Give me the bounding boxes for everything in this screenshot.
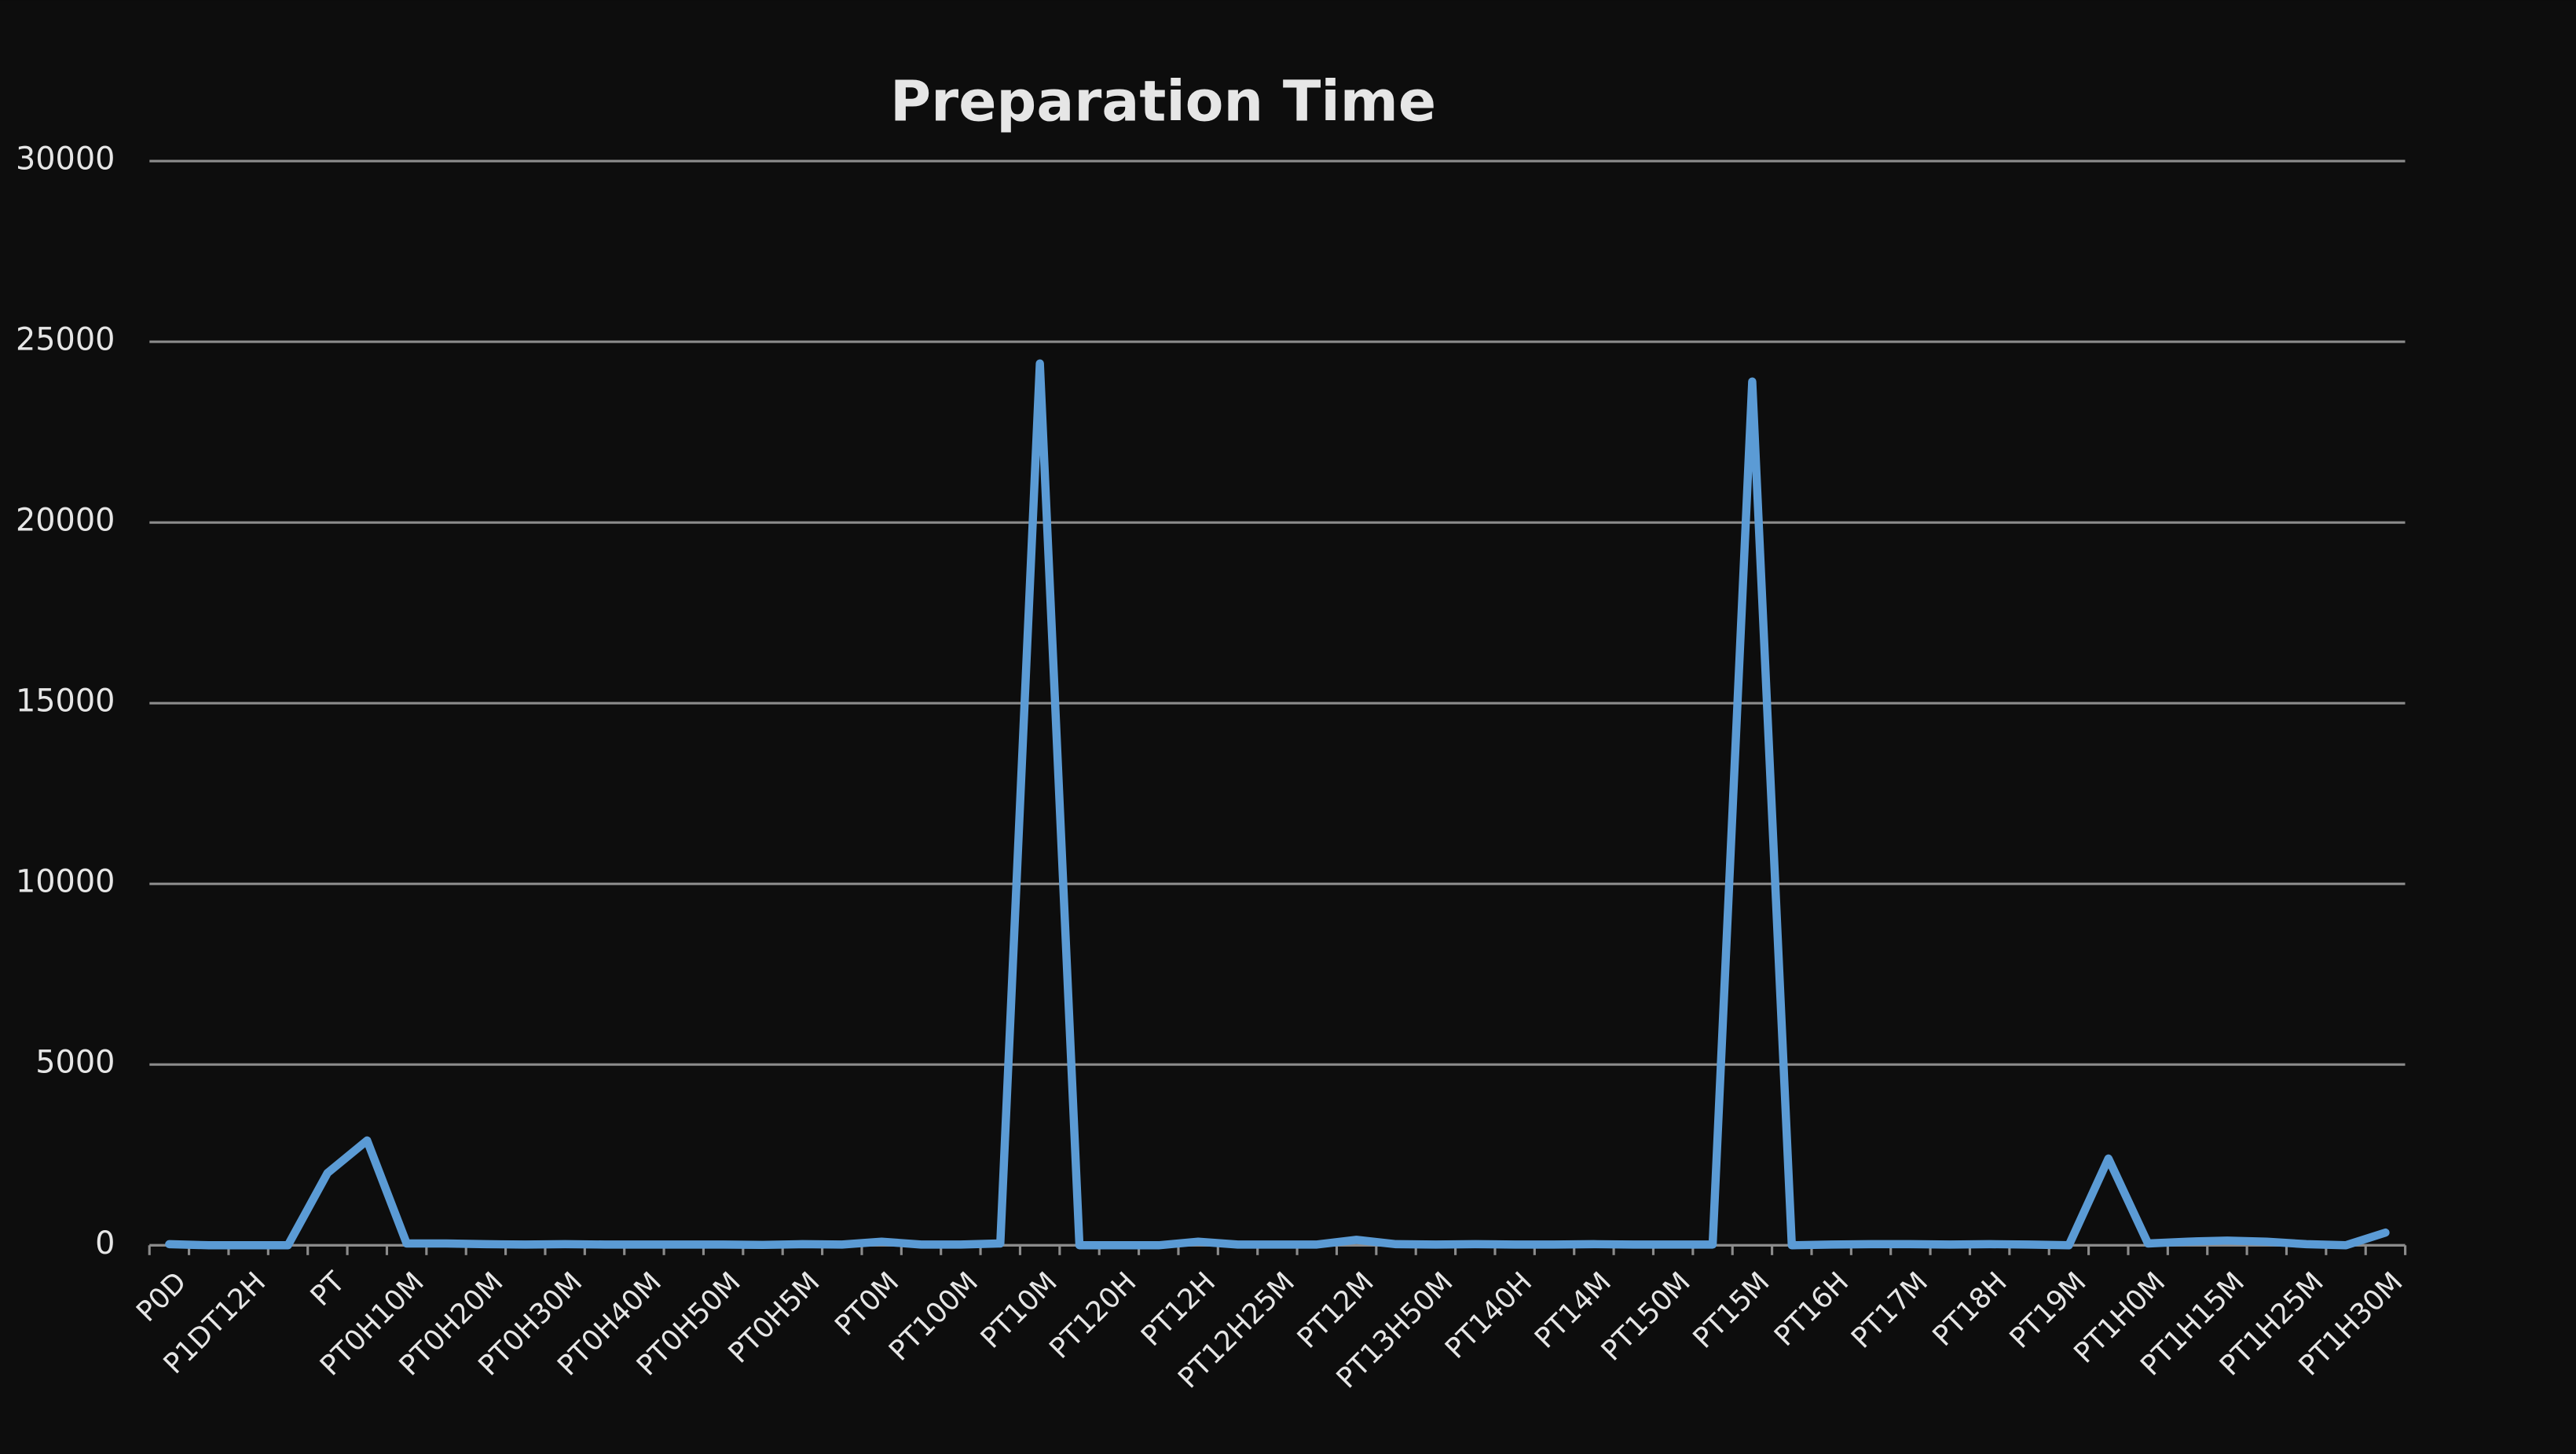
chart-title: Preparation Time bbox=[890, 69, 1436, 134]
y-tick-label: 20000 bbox=[16, 503, 115, 539]
y-tick-label: 5000 bbox=[35, 1045, 115, 1081]
y-tick-label: 25000 bbox=[16, 322, 115, 358]
y-tick-label: 30000 bbox=[16, 141, 115, 178]
y-tick-label: 10000 bbox=[16, 864, 115, 900]
y-tick-label: 15000 bbox=[16, 683, 115, 720]
y-tick-label: 0 bbox=[95, 1225, 115, 1262]
data-line bbox=[165, 359, 2390, 1250]
